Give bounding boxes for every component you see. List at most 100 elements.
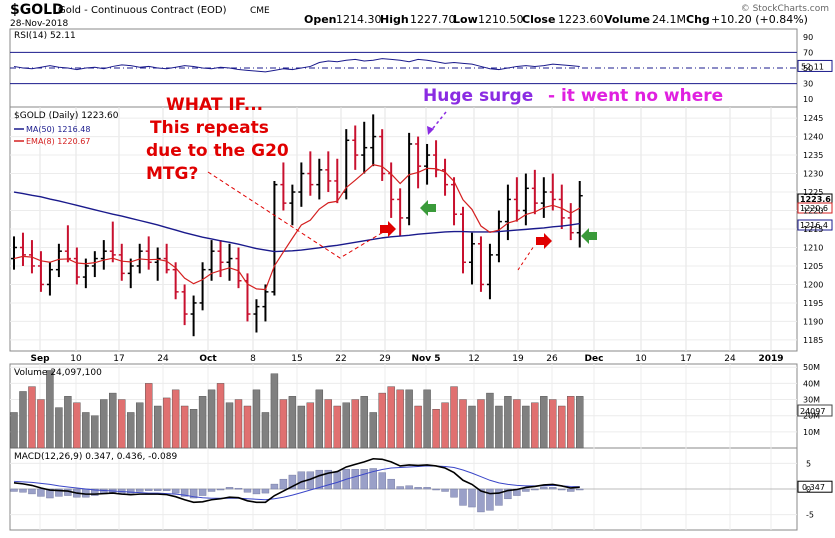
volume-bar: [162, 397, 171, 449]
volume-bar: [558, 405, 566, 449]
volume-bar: [333, 405, 341, 449]
macd-histogram-bar: [540, 487, 548, 490]
ohlc-bar: [531, 169, 538, 215]
macd-histogram-bar: [252, 488, 261, 495]
x-tick-label: 2019: [758, 354, 783, 364]
vol-y-tick: 40M: [803, 379, 820, 388]
rsi-y-tick: 90: [803, 33, 813, 42]
recent-dashed-line: [517, 245, 535, 271]
ma50-line: [13, 191, 580, 253]
exchange: CME: [250, 6, 270, 16]
ohlc-bar: [522, 173, 529, 226]
red-arrow-right-2: [536, 233, 552, 249]
macd-histogram-bar: [387, 478, 395, 490]
macd-histogram-bar: [270, 483, 279, 490]
macd-histogram-bar: [450, 488, 458, 498]
ohlc-bar: [181, 284, 188, 326]
vol-y-tick: 10M: [803, 428, 820, 437]
ohlc-bar: [226, 243, 233, 281]
ohlc-bar: [37, 251, 44, 292]
ohlc-bar: [379, 129, 386, 181]
ohlc-bar: [289, 184, 296, 226]
x-tick-label: 26: [546, 354, 558, 364]
volume-title: Volume 24,097,100: [14, 368, 102, 378]
x-tick-label: 19: [512, 354, 524, 364]
macd-histogram-bar: [477, 488, 485, 513]
x-tick-label: 12: [468, 354, 479, 364]
price-value-tag: 1220.6: [800, 204, 828, 213]
ohlc-bar: [334, 158, 341, 204]
ohlc-bar: [154, 247, 161, 281]
macd-histogram-bar: [162, 488, 171, 491]
macd-histogram-bar: [396, 486, 404, 490]
ohlc-bar: [442, 158, 449, 196]
price-y-tick: 1205: [803, 262, 823, 271]
ohlc-bar: [540, 177, 547, 218]
ohlc-bar: [46, 262, 53, 296]
volume-bar: [279, 399, 288, 449]
volume-bar: [576, 396, 584, 449]
x-tick-label: 29: [379, 354, 391, 364]
rsi-series-line: [13, 58, 580, 73]
ohlc-bar: [235, 247, 242, 289]
volume-bar: [459, 399, 467, 449]
symbol: $GOLD: [10, 2, 64, 18]
ohlc-bar: [451, 177, 458, 226]
price-y-tick: 1245: [803, 114, 823, 123]
volume-bar: [153, 405, 162, 449]
volume-bar: [396, 389, 404, 449]
low-label: Low: [453, 13, 478, 26]
macd-title: MACD(12,26,9) 0.347, 0.436, -0.089: [14, 452, 177, 462]
x-tick-label: Oct: [199, 354, 217, 364]
volume-bar: [37, 399, 45, 449]
legend-ema8: EMA(8) 1220.67: [26, 137, 90, 146]
vol-value-tag-box: [797, 404, 833, 417]
ohlc-bar: [397, 188, 404, 237]
macd-histogram-bar: [360, 469, 368, 490]
vol-y-tick: 30M: [803, 396, 820, 405]
ohlc-bar: [549, 173, 556, 211]
close-label: Close: [522, 13, 555, 26]
volume-bar: [369, 412, 377, 449]
macd-histogram-bar: [55, 488, 63, 497]
x-tick-label: 17: [680, 354, 691, 364]
ohlc-bar: [307, 151, 314, 196]
macd-histogram-bar: [171, 488, 180, 494]
macd-histogram-bar: [378, 472, 386, 490]
macd-histogram-bar: [225, 487, 234, 490]
macd-y-tick: 5: [806, 459, 811, 468]
instrument-name: Gold - Continuous Contract (EOD): [58, 5, 227, 16]
high-value: 1227.70: [410, 13, 456, 26]
x-tick-label: 10: [70, 354, 82, 364]
ohlc-bar: [352, 125, 359, 170]
macd-line: [13, 457, 580, 504]
ohlc-bar: [460, 206, 466, 274]
ohlc-bar: [468, 232, 475, 285]
volume-bar: [360, 396, 368, 449]
ohlc-bar: [190, 295, 197, 337]
rsi-y-tick: 70: [803, 48, 813, 57]
ohlc-bar: [325, 151, 332, 193]
ohlc-bar: [424, 143, 431, 185]
price-y-tick: 1230: [803, 170, 823, 179]
volume-bar: [46, 370, 54, 449]
volume-bar: [405, 389, 413, 449]
volume-bar: [387, 386, 395, 449]
volume-bar: [315, 389, 324, 449]
vol-y-tick: 50M: [803, 363, 820, 372]
ohlc-bar: [486, 243, 493, 300]
macd-histogram-bar: [37, 488, 45, 497]
ohlc-bar: [513, 177, 520, 222]
price-y-tick: 1200: [803, 280, 823, 289]
x-tick-label: Sep: [30, 354, 50, 364]
ohlc-bar: [415, 136, 422, 189]
macd-histogram-bar: [531, 488, 539, 491]
volume-bar: [324, 399, 332, 449]
x-tick-label: Nov 5: [412, 354, 441, 364]
ohlc-bar: [91, 251, 98, 278]
ohlc-bar: [271, 180, 278, 296]
price-value-tag-box: [797, 202, 833, 214]
legend-ma50: MA(50) 1216.48: [26, 125, 90, 134]
volume-bar: [423, 389, 431, 449]
